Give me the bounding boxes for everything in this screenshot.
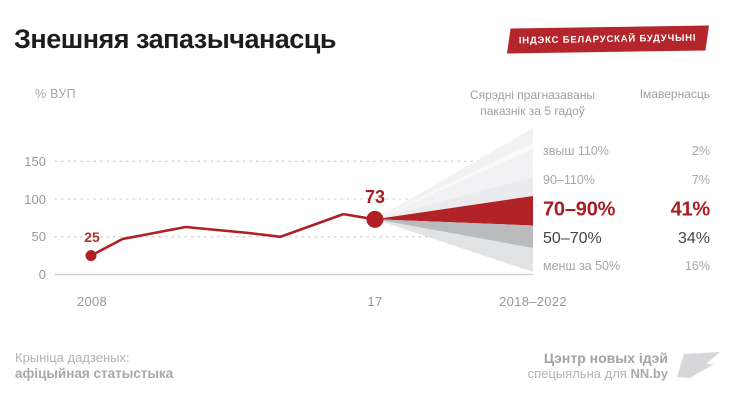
band-probability-value: 16% bbox=[684, 259, 710, 273]
x-tick-2008: 2008 bbox=[76, 294, 108, 309]
forecast-fan bbox=[375, 128, 533, 272]
start-dot bbox=[85, 250, 97, 262]
fan-band-50-70 bbox=[375, 219, 533, 248]
band-probability-value: 41% bbox=[670, 198, 711, 221]
band-range-label: звыш 110% bbox=[543, 144, 609, 158]
y-tick-150: 150 bbox=[24, 154, 46, 169]
band-range-label: 90–110% bbox=[543, 173, 595, 187]
band-row-90-110: 90–110% 7% bbox=[543, 173, 710, 187]
band-probability-value: 34% bbox=[677, 230, 710, 247]
start-point-value: 25 bbox=[84, 229, 100, 245]
probability-column-header: Імавернасць bbox=[639, 87, 710, 101]
band-probability-value: 2% bbox=[691, 144, 710, 158]
fan-streak bbox=[375, 143, 533, 220]
band-row-50-70: 50–70% 34% bbox=[543, 230, 710, 248]
band-row-over-110: звыш 110% 2% bbox=[543, 144, 710, 158]
debt-line bbox=[89, 212, 377, 257]
y-tick-50: 50 bbox=[31, 229, 46, 244]
y-tick-100: 100 bbox=[24, 192, 46, 207]
end-dot bbox=[366, 210, 384, 228]
band-row-under-50: менш за 50% 16% bbox=[543, 259, 710, 273]
credit-site[interactable]: NN.by bbox=[630, 366, 668, 381]
data-source: Крыніца дадзеных: афіцыйная статыстыка bbox=[15, 350, 173, 382]
forecast-header-line2: паказнік за 5 гадоў bbox=[480, 104, 585, 118]
band-range-label: 70–90% bbox=[543, 198, 616, 221]
forecast-column-header: Сярэдні прагназаваны паказнік за 5 гадоў bbox=[450, 87, 615, 119]
fan-band-over-110 bbox=[375, 128, 533, 220]
source-label: Крыніца дадзеных: bbox=[15, 350, 130, 365]
fan-band-90-110 bbox=[375, 177, 533, 220]
credit-prefix: спецыяльна для bbox=[527, 366, 631, 381]
band-probability-value: 7% bbox=[691, 173, 710, 187]
y-axis-unit-label: % ВУП bbox=[35, 87, 76, 101]
x-tick-2018-2022: 2018–2022 bbox=[499, 294, 567, 309]
org-logo-icon bbox=[677, 352, 720, 378]
fan-band-70-90 bbox=[375, 196, 533, 226]
forecast-header-line1: Сярэдні прагназаваны bbox=[469, 88, 596, 102]
organization-name: Цэнтр новых ідэй bbox=[543, 350, 668, 366]
end-point-value: 73 bbox=[364, 187, 386, 207]
x-tick-17: 17 bbox=[367, 294, 383, 309]
credits: Цэнтр новых ідэй спецыяльна для NN.by bbox=[420, 350, 668, 382]
band-row-70-90: 70–90% 41% bbox=[543, 199, 710, 222]
credit-line: спецыяльна для NN.by bbox=[420, 366, 668, 382]
band-range-label: 50–70% bbox=[543, 230, 602, 247]
fan-band-under-50 bbox=[375, 219, 533, 272]
page-title: Знешняя запазычанасць bbox=[14, 24, 337, 54]
source-name: афіцыйная статыстыка bbox=[15, 366, 174, 381]
y-tick-0: 0 bbox=[38, 267, 46, 282]
band-range-label: менш за 50% bbox=[543, 259, 621, 273]
